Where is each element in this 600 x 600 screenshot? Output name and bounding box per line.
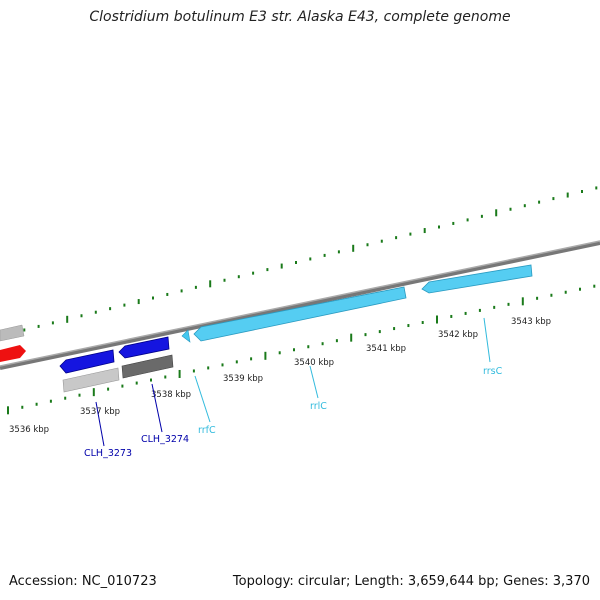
rrna-arrow-rrfc: [181, 329, 191, 343]
gene-leader-line: [309, 365, 319, 399]
genome-summary: Topology: circular; Length: 3,659,644 bp…: [232, 574, 590, 589]
genome-backbone-highlight: [0, 240, 600, 367]
scale-label: 3543 kbp: [511, 317, 551, 327]
partial-red-feature: [0, 345, 26, 362]
cds-arrow-clh3274: [118, 336, 170, 359]
gene-block-dark: [121, 354, 174, 379]
gene-block-light: [62, 367, 120, 393]
gene-label: CLH_3273: [84, 448, 132, 459]
gene-leader-line: [483, 317, 491, 363]
map-title: Clostridium botulinum E3 str. Alaska E43…: [89, 9, 511, 25]
gene-leader-line: [194, 375, 211, 423]
scale-label: 3536 kbp: [9, 425, 49, 435]
scale-label: 3537 kbp: [80, 407, 120, 417]
gene-labels: CLH_3273 CLH_3274 rrfC rrlC rrsC: [84, 317, 503, 459]
scale-label: 3540 kbp: [294, 358, 334, 368]
cds-arrow-clh3273: [59, 349, 115, 374]
gene-label: rrlC: [310, 401, 327, 412]
rrna-arrow-rrlc: [193, 286, 407, 342]
genome-backbone: [0, 241, 600, 370]
upper-tick-track: [9, 186, 598, 336]
scale-labels: 3536 kbp 3537 kbp 3538 kbp 3539 kbp 3540 kbp…: [9, 317, 551, 435]
partial-grey-feature: [0, 324, 25, 342]
scale-label: 3538 kbp: [151, 390, 191, 400]
lower-tick-track: [7, 284, 596, 415]
rrna-arrow-rrsc: [421, 264, 533, 294]
gene-label: rrsC: [483, 366, 503, 377]
gene-leader-line: [151, 383, 163, 433]
scale-label: 3541 kbp: [366, 344, 406, 354]
gene-label: CLH_3274: [141, 434, 189, 445]
accession-label: Accession: NC_010723: [9, 574, 157, 589]
scale-label: 3542 kbp: [438, 330, 478, 340]
scale-label: 3539 kbp: [223, 374, 263, 384]
gene-leader-line: [95, 401, 105, 447]
gene-label: rrfC: [198, 425, 216, 436]
